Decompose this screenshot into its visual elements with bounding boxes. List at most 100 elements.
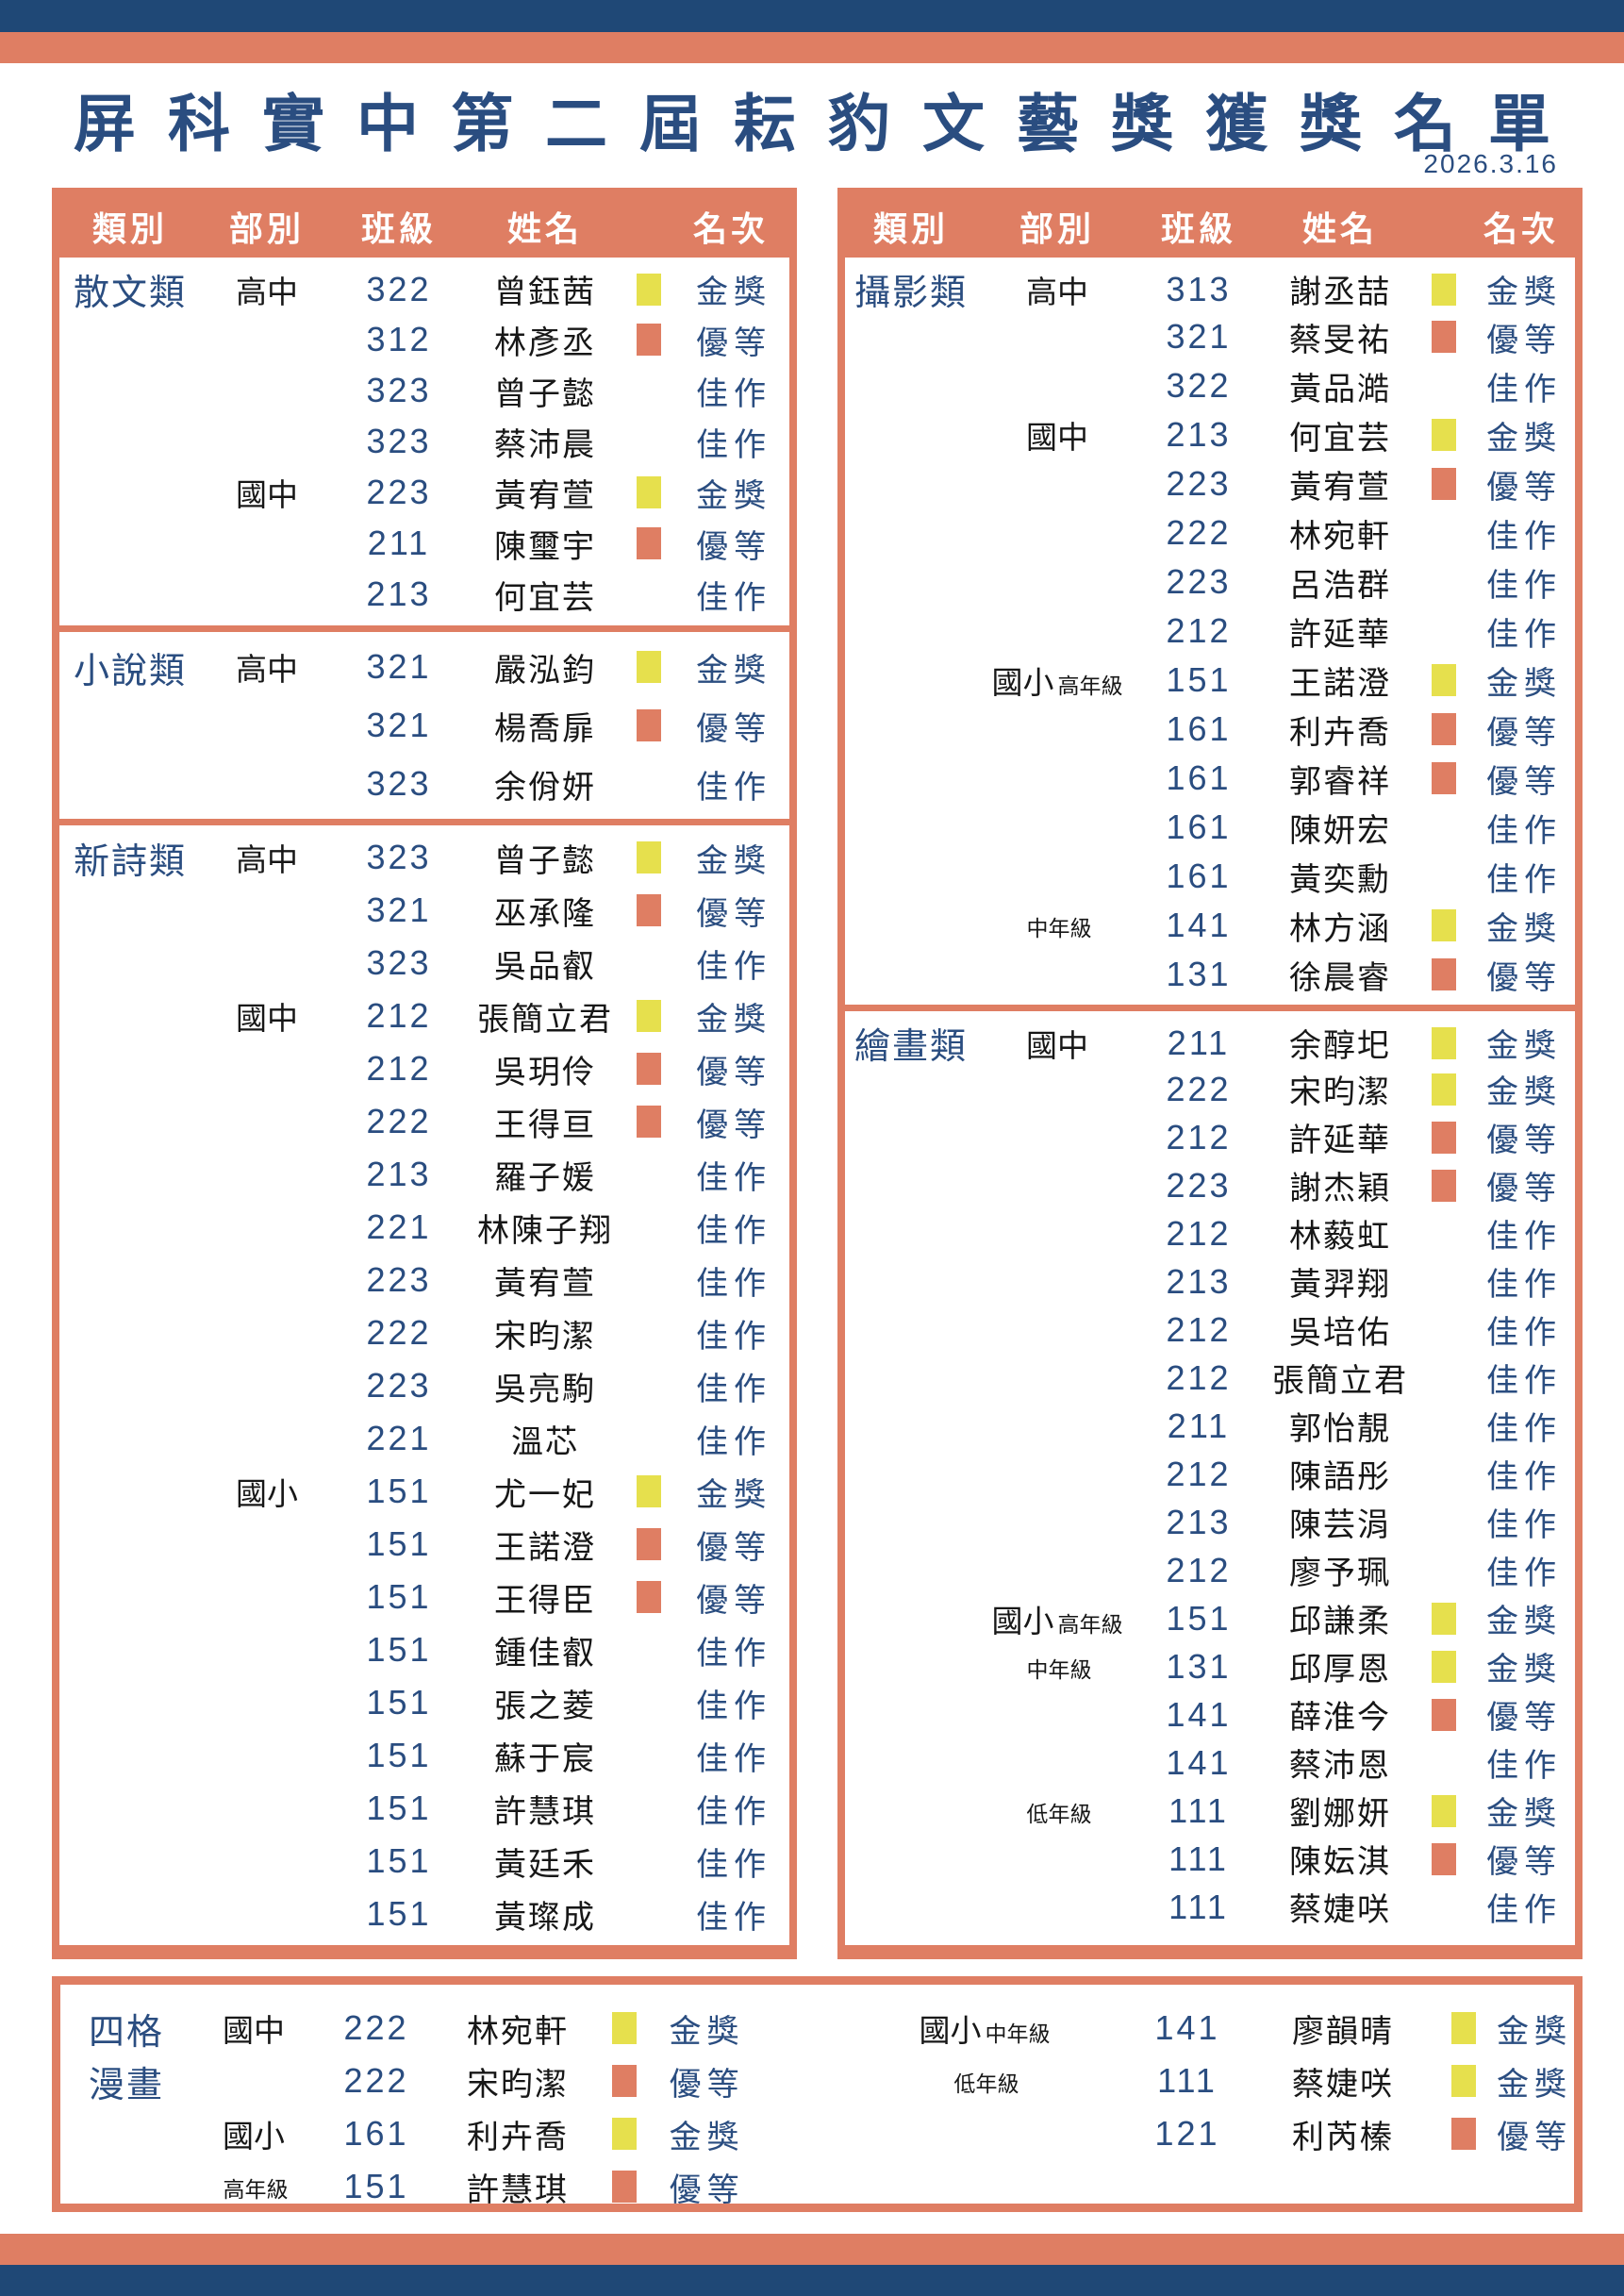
name-cell: 許延華 (1289, 616, 1391, 653)
rank-cell: 佳作 (1486, 1363, 1562, 1399)
marker-cell (625, 476, 672, 508)
award-row: 新詩類 高中 323 曾子懿 金獎 (59, 831, 789, 884)
marker-cell (1420, 762, 1467, 794)
marker-cell (1420, 1698, 1467, 1731)
class-cell: 321 (366, 890, 432, 929)
award-row: 151 黃廷禾 佳作 (59, 1835, 789, 1888)
name-cell: 張簡立君 (1272, 1363, 1408, 1399)
award-row: 國中 212 張簡立君 金獎 (59, 990, 789, 1042)
award-row: 222 林宛軒 佳作 (845, 508, 1575, 557)
top-salmon-bar (0, 32, 1624, 63)
rank-cell: 優等 (1486, 322, 1562, 358)
class-cell: 223 (366, 473, 432, 511)
gold-award-marker (637, 1475, 661, 1507)
name-cell: 吳培佑 (1289, 1315, 1391, 1351)
page-date: 2026.3.16 (1423, 149, 1558, 178)
rank-cell: 金獎 (1486, 1652, 1562, 1688)
gold-award-marker (1432, 1794, 1456, 1827)
excellent-award-marker (637, 324, 661, 356)
class-cell: 151 (366, 1472, 432, 1510)
award-row: 中年級 131 邱厚恩 金獎 (845, 1642, 1575, 1690)
division-label: 高中 (236, 652, 298, 687)
marker-cell (625, 1053, 672, 1085)
name-cell: 吳品叡 (494, 948, 596, 985)
class-cell: 222 (366, 1102, 432, 1140)
marker-cell (1420, 1602, 1467, 1635)
rank-cell: 佳作 (1486, 567, 1562, 604)
award-row: 161 利卉喬 優等 (845, 705, 1575, 754)
class-cell: 221 (366, 1419, 432, 1457)
award-row: 213 黃羿翔 佳作 (845, 1257, 1575, 1306)
class-cell: 141 (1166, 1742, 1232, 1782)
gold-award-marker (611, 2012, 637, 2044)
awards-panel-right: 類別 部別 班級 姓名 名次 攝影類 高中 313 謝丞喆 金獎 321 蔡旻祐 優等 322 黃… (837, 188, 1583, 1959)
name-cell: 蔡旻祐 (1289, 322, 1391, 358)
name-cell: 王諾澄 (494, 1529, 596, 1566)
gold-award-marker (1432, 273, 1456, 306)
award-row: 223 吳亮駒 佳作 (59, 1359, 789, 1412)
rank-cell: 佳作 (696, 1159, 771, 1196)
rank-cell: 佳作 (1486, 1507, 1562, 1543)
award-row: 212 許延華 優等 (845, 1113, 1575, 1161)
class-cell: 222 (343, 2061, 409, 2100)
class-cell: 111 (1157, 2061, 1218, 2100)
rank-cell: 佳作 (696, 948, 771, 985)
marker-cell (1437, 2118, 1489, 2150)
class-cell: 322 (366, 269, 432, 308)
name-cell: 吳玥伶 (494, 1054, 596, 1090)
class-cell: 222 (1166, 513, 1232, 552)
marker-cell (625, 841, 672, 873)
rank-cell: 佳作 (1486, 1892, 1562, 1928)
class-cell: 161 (1166, 857, 1232, 895)
header-rank: 名次 (692, 209, 769, 248)
division-label: 國小 (991, 1603, 1054, 1639)
award-row: 151 張之菱 佳作 (59, 1676, 789, 1729)
division-cell: 高中 (201, 644, 333, 690)
award-row: 攝影類 高中 313 謝丞喆 金獎 (845, 263, 1575, 314)
class-cell: 151 (366, 1630, 432, 1669)
name-cell: 謝杰穎 (1289, 1171, 1391, 1206)
excellent-award-marker (611, 2065, 637, 2097)
gold-award-marker (1450, 2065, 1476, 2097)
name-cell: 何宜芸 (1289, 420, 1391, 457)
class-cell: 323 (366, 371, 432, 409)
rank-cell: 優等 (696, 710, 771, 747)
rank-cell: 優等 (1486, 469, 1562, 506)
rank-cell: 優等 (1486, 763, 1562, 800)
division-label: 高中 (236, 274, 298, 309)
class-cell: 322 (1166, 366, 1232, 405)
header-category: 類別 (872, 209, 949, 248)
name-cell: 許延華 (1289, 1123, 1391, 1158)
header-class: 班級 (360, 209, 437, 248)
class-cell: 313 (1166, 269, 1232, 308)
marker-cell (625, 1581, 672, 1613)
division-cell: 國小 高年級 (977, 657, 1137, 703)
award-row: 223 謝杰穎 優等 (845, 1161, 1575, 1209)
name-cell: 張簡立君 (477, 1001, 613, 1038)
class-cell: 211 (1167, 1023, 1231, 1062)
category-cell: 新詩類 (73, 841, 187, 882)
rank-cell: 佳作 (1486, 1459, 1562, 1495)
award-section: 繪畫類 國中 211 余醇圯 金獎 222 宋昀潔 金獎 212 許延華 優等 223 謝杰穎 優等 212… (845, 1005, 1575, 1937)
rank-cell: 佳作 (696, 1318, 771, 1355)
class-cell: 223 (366, 1366, 432, 1405)
grade-label: 中年級 (1026, 916, 1092, 940)
excellent-award-marker (1432, 1121, 1456, 1154)
award-row: 中年級 141 林方涵 金獎 (845, 901, 1575, 950)
name-cell: 林陳子翔 (477, 1212, 613, 1249)
rank-cell: 佳作 (696, 769, 771, 806)
excellent-award-marker (637, 1053, 661, 1085)
division-cell: 低年級 (977, 1793, 1137, 1829)
class-cell: 213 (366, 1155, 432, 1193)
name-cell: 陳妍宏 (1289, 812, 1391, 849)
rank-cell: 佳作 (696, 1793, 771, 1830)
name-cell: 溫芯 (511, 1423, 579, 1460)
name-cell: 蘇于宸 (494, 1740, 596, 1777)
name-cell: 王得臣 (494, 1582, 596, 1619)
header-category: 類別 (91, 209, 168, 248)
rank-cell: 金獎 (696, 842, 771, 879)
rank-cell: 佳作 (696, 1899, 771, 1936)
class-cell: 312 (366, 320, 432, 358)
marker-cell (625, 273, 672, 306)
award-row: 212 陳語彤 佳作 (845, 1450, 1575, 1498)
